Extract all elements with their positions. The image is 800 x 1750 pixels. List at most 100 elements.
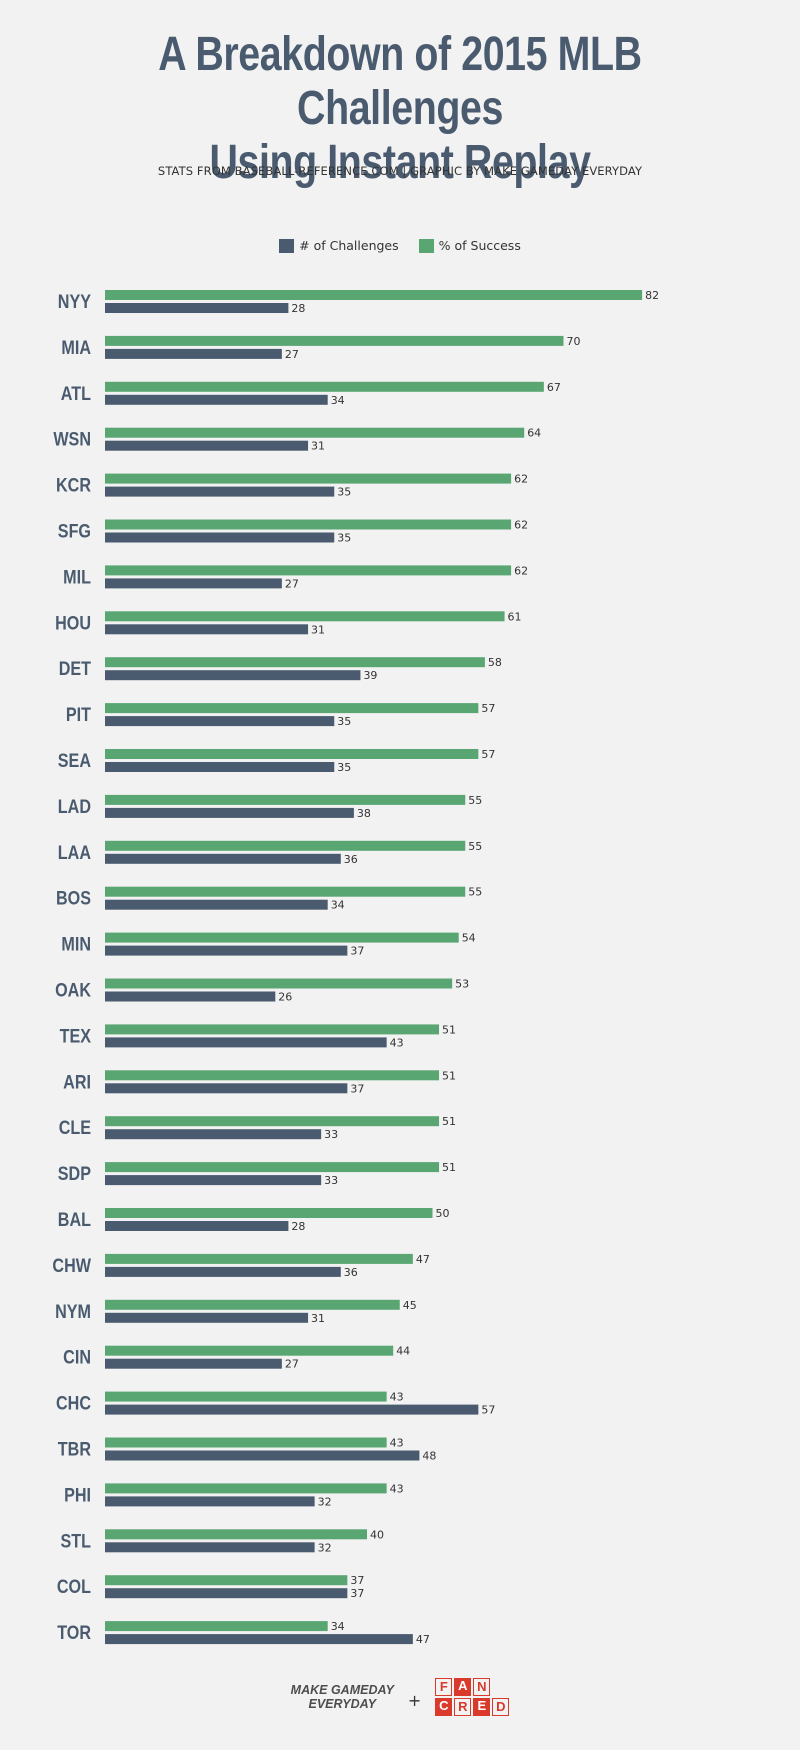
success-bar: [105, 1299, 400, 1310]
challenges-value-label: 33: [324, 1174, 338, 1187]
challenges-value-label: 27: [285, 1358, 299, 1371]
success-value-label: 58: [488, 656, 502, 669]
challenges-bar: [105, 716, 335, 727]
subtitle: STATS FROM BASEBALL-REFERENCE.COM | GRAP…: [157, 164, 643, 178]
challenges-value-label: 48: [422, 1450, 436, 1463]
challenges-value-label: 39: [363, 669, 377, 682]
challenges-bar: [105, 1221, 289, 1231]
team-label: TBR: [58, 1438, 91, 1460]
success-bar: [105, 427, 525, 438]
challenges-value-label: 32: [318, 1541, 332, 1554]
challenges-value-label: 27: [285, 348, 299, 361]
success-value-label: 43: [390, 1437, 404, 1450]
challenges-bar: [105, 762, 335, 772]
team-label: BOS: [56, 887, 91, 909]
challenges-value-label: 57: [481, 1404, 495, 1417]
team-label: MIL: [63, 566, 91, 588]
success-value-label: 50: [436, 1207, 450, 1220]
team-label: SEA: [58, 750, 91, 772]
challenges-value-label: 34: [331, 394, 345, 407]
team-label: CLE: [59, 1117, 92, 1139]
challenges-bar: [105, 945, 348, 956]
challenges-bar: [105, 1358, 282, 1369]
success-value-label: 44: [396, 1345, 410, 1358]
team-label: TEX: [60, 1025, 92, 1047]
success-value-label: 47: [416, 1253, 430, 1266]
title-line-2: Using Instant Replay: [209, 136, 591, 189]
fancred-letter: R: [454, 1698, 472, 1716]
team-label: ATL: [61, 383, 91, 405]
team-label: KCR: [56, 474, 91, 496]
fancred-letter: C: [435, 1698, 453, 1716]
success-bar: [105, 978, 453, 989]
success-bar: [105, 1070, 440, 1081]
success-bar: [105, 1483, 387, 1494]
challenges-value-label: 31: [311, 623, 325, 636]
legend-item-challenges: # of Challenges: [279, 238, 399, 253]
success-bar: [105, 703, 479, 714]
challenges-bar: [105, 1450, 420, 1461]
challenges-bar: [105, 1129, 322, 1140]
challenges-value-label: 47: [416, 1633, 430, 1646]
success-value-label: 53: [455, 978, 469, 991]
challenges-bar: [105, 1037, 387, 1048]
team-label: SDP: [58, 1163, 91, 1185]
bar-chart: NYY 82 28 MIA 70 27 ATL 67 34 WSN 64 31 KCR 62 35 SFG 62…: [52, 289, 659, 1646]
brand-line-1: MAKE GAMEDAY: [290, 1683, 394, 1697]
make-gameday-everyday-logo: MAKE GAMEDAY EVERYDAY: [291, 1683, 394, 1711]
challenges-bar: [105, 394, 328, 405]
success-value-label: 82: [645, 289, 659, 302]
team-label: MIN: [61, 933, 91, 955]
team-label: HOU: [55, 612, 91, 634]
team-label: WSN: [53, 428, 91, 450]
success-value-label: 51: [442, 1115, 456, 1128]
success-value-label: 55: [468, 840, 482, 853]
success-value-label: 45: [403, 1299, 417, 1312]
challenges-bar: [105, 1496, 315, 1507]
team-label: OAK: [55, 979, 91, 1001]
success-value-label: 55: [468, 886, 482, 899]
success-value-label: 70: [567, 335, 581, 348]
success-value-label: 54: [462, 932, 476, 945]
challenges-value-label: 36: [344, 1266, 358, 1279]
challenges-value-label: 31: [311, 440, 325, 453]
challenges-value-label: 35: [337, 715, 351, 728]
challenges-bar: [105, 440, 309, 451]
challenges-bar: [105, 1266, 341, 1277]
fancred-letter: A: [454, 1678, 472, 1696]
success-value-label: 57: [481, 702, 495, 715]
success-bar: [105, 886, 466, 897]
success-bar: [105, 1024, 440, 1035]
success-value-label: 64: [527, 427, 541, 440]
fancred-letter-empty: [492, 1678, 509, 1696]
challenges-value-label: 36: [344, 853, 358, 866]
legend-label-success: % of Success: [438, 238, 521, 253]
success-bar: [105, 1621, 328, 1632]
team-label: NYY: [58, 291, 91, 313]
challenges-value-label: 43: [390, 1036, 404, 1049]
challenges-bar: [105, 670, 361, 681]
success-bar: [105, 381, 544, 392]
success-bar: [105, 1116, 440, 1127]
success-bar: [105, 290, 643, 300]
success-value-label: 51: [442, 1161, 456, 1174]
challenges-bar: [105, 624, 309, 635]
success-bar: [105, 794, 466, 805]
challenges-bar: [105, 348, 282, 359]
challenges-value-label: 27: [285, 577, 299, 590]
fancred-letter: F: [435, 1678, 453, 1696]
challenges-value-label: 26: [278, 991, 292, 1004]
success-bar: [105, 657, 485, 668]
fancred-letter: N: [473, 1678, 491, 1696]
team-label: LAA: [58, 842, 91, 864]
team-label: CHW: [52, 1255, 91, 1277]
challenges-bar: [105, 1588, 348, 1599]
legend-item-success: % of Success: [418, 238, 521, 253]
success-value-label: 37: [350, 1574, 364, 1587]
success-value-label: 51: [442, 1069, 456, 1082]
footer: MAKE GAMEDAY EVERYDAY + F A N C R E D: [0, 1678, 800, 1716]
success-bar: [105, 473, 512, 484]
success-bar: [105, 1529, 367, 1540]
challenges-value-label: 37: [350, 1587, 364, 1600]
success-bar: [105, 611, 505, 622]
